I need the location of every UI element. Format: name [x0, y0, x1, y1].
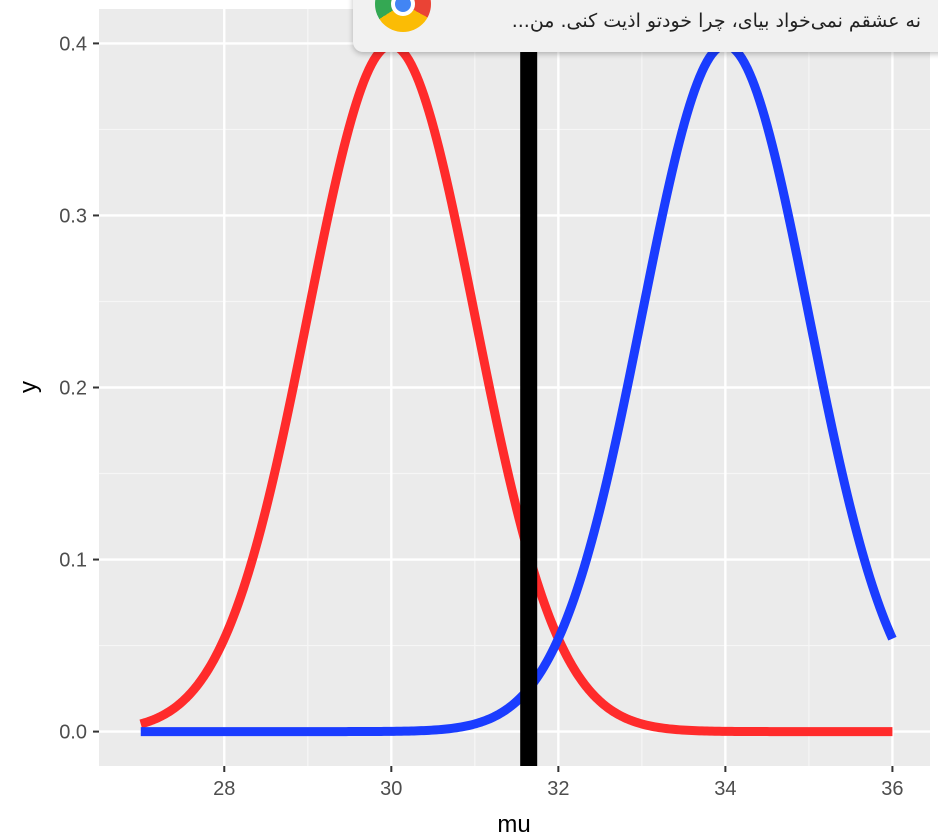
y-tick-label: 0.1 — [59, 550, 87, 572]
x-axis-title: mu — [497, 811, 530, 838]
axis-ticks — [93, 42, 894, 772]
x-tick-label: 34 — [714, 778, 736, 800]
y-tick-label: 0.2 — [59, 378, 87, 400]
x-tick-label: 32 — [547, 778, 569, 800]
x-tick-label: 30 — [380, 778, 402, 800]
x-tick-label: 36 — [881, 778, 903, 800]
chrome-icon — [375, 0, 431, 32]
density-curve — [138, 40, 895, 737]
density-curve — [138, 40, 897, 737]
y-tick-labels: 0.0 0.1 0.2 0.3 0.4 — [59, 33, 87, 743]
notification-toast[interactable]: نه عشقم نمی‌خواد بیای، چرا خودتو اذیت کن… — [353, 0, 938, 52]
x-tick-label: 28 — [213, 778, 235, 800]
notification-text: نه عشقم نمی‌خواد بیای، چرا خودتو اذیت کن… — [511, 10, 921, 32]
x-tick-labels: 28 30 32 34 36 — [213, 778, 903, 800]
y-tick-label: 0.0 — [59, 722, 87, 744]
y-tick-label: 0.3 — [59, 205, 87, 227]
y-axis-title: y — [15, 381, 42, 393]
series-layer — [138, 40, 897, 737]
y-tick-label: 0.4 — [59, 33, 87, 55]
